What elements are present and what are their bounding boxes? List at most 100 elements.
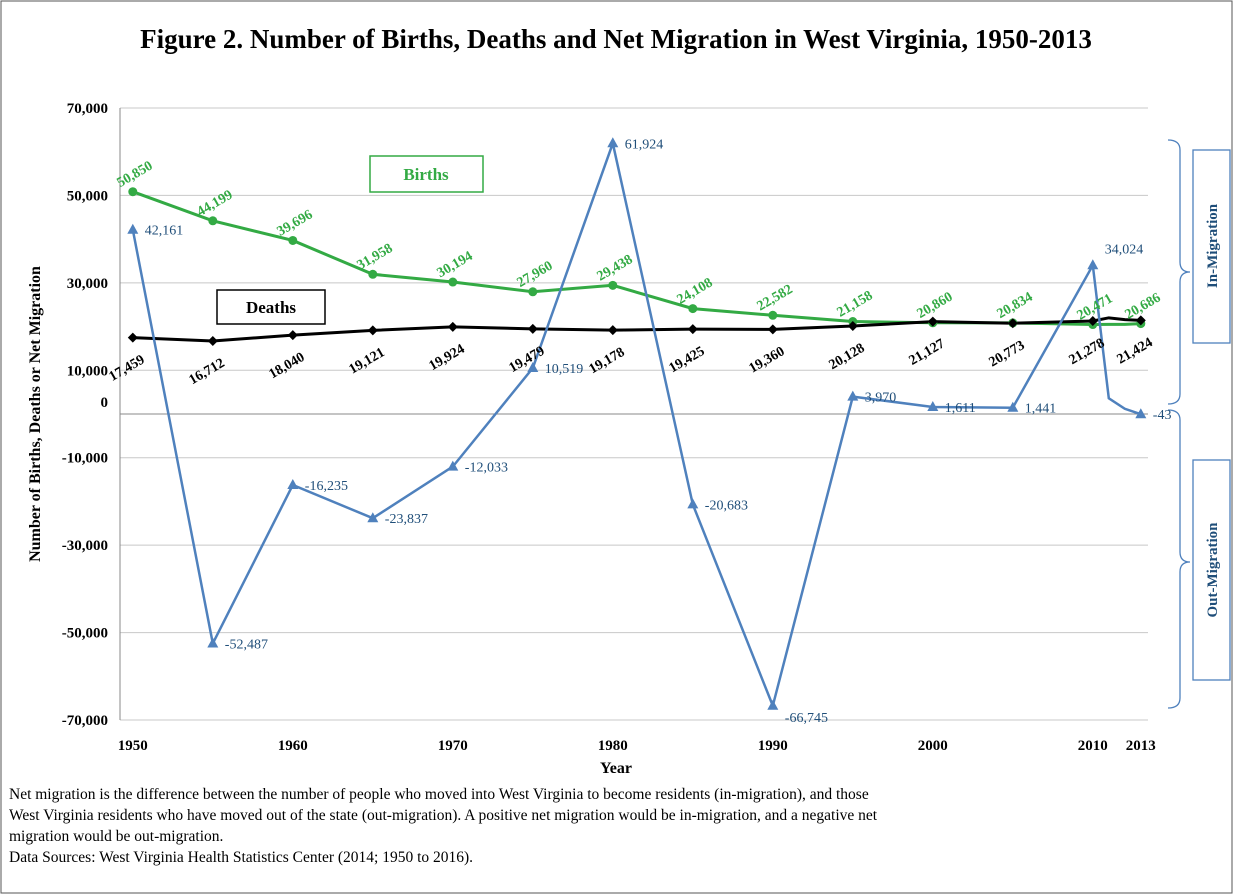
data-label: -66,745	[785, 711, 828, 726]
point	[288, 235, 298, 245]
point	[208, 216, 218, 226]
data-label: 1,611	[945, 401, 976, 416]
point	[927, 316, 938, 327]
x-tick-label: 2000	[918, 738, 948, 754]
data-label: 44,199	[195, 188, 236, 220]
point	[287, 330, 298, 341]
y-tick-label: -70,000	[62, 713, 108, 729]
legend-box	[369, 155, 484, 193]
data-label: 31,958	[355, 241, 396, 273]
data-label: 20,128	[827, 341, 868, 373]
point	[287, 478, 299, 489]
y-tick-label: 30,000	[67, 276, 108, 292]
point	[448, 277, 458, 287]
x-tick-label: 1970	[438, 738, 468, 754]
x-axis-label: Year	[600, 760, 632, 777]
point	[768, 310, 778, 320]
annotation-box	[1192, 459, 1231, 681]
y-tick-label: -10,000	[62, 451, 108, 467]
data-label: -20,683	[705, 498, 748, 513]
data-label: -43	[1153, 408, 1172, 423]
point	[767, 324, 778, 335]
y-tick-label: -30,000	[62, 538, 108, 554]
point	[128, 187, 138, 197]
x-tick-label: 1960	[278, 738, 308, 754]
point	[1007, 401, 1019, 412]
point	[1087, 259, 1099, 270]
footnote: West Virginia residents who have moved o…	[9, 807, 878, 824]
data-label: 17,459	[107, 353, 148, 385]
point	[1087, 315, 1098, 326]
data-label: 20,834	[995, 290, 1036, 322]
x-tick-label: 1980	[598, 738, 628, 754]
data-label: 50,850	[115, 159, 156, 191]
footnote: Net migration is the difference between …	[9, 786, 869, 803]
point	[1007, 318, 1018, 329]
data-label: -12,033	[465, 461, 508, 476]
data-label: 42,161	[145, 224, 184, 239]
data-label: -16,235	[305, 479, 348, 494]
data-label: 20,860	[915, 290, 956, 322]
data-label: 10,519	[545, 362, 584, 377]
data-label: 16,712	[187, 356, 228, 388]
x-tick-label: 1990	[758, 738, 788, 754]
point	[527, 362, 539, 373]
series-line	[131, 138, 1142, 710]
point	[527, 323, 538, 334]
y-tick-label: 0	[101, 395, 109, 411]
data-label: 29,438	[595, 252, 636, 284]
data-label: 19,121	[347, 345, 388, 377]
point	[688, 304, 698, 314]
point	[1135, 315, 1146, 326]
point	[847, 390, 859, 401]
point	[367, 325, 378, 336]
point	[687, 324, 698, 335]
data-label: 3,970	[865, 391, 897, 406]
point	[607, 325, 618, 336]
point	[847, 321, 858, 332]
brace	[1167, 409, 1191, 709]
data-label: 18,040	[267, 350, 308, 382]
chart-title: Figure 2. Number of Births, Deaths and N…	[140, 24, 1092, 54]
point	[607, 137, 619, 148]
annotation: Out-Migration	[1205, 522, 1221, 618]
footnote: migration would be out-migration.	[9, 828, 224, 845]
data-label: 19,425	[667, 344, 708, 376]
series-line	[132, 316, 1141, 343]
data-label: 21,278	[1067, 336, 1108, 368]
point	[447, 460, 459, 471]
x-tick-label: 1950	[118, 738, 148, 754]
point	[127, 332, 138, 343]
data-label: 19,360	[747, 344, 788, 376]
data-label: 21,424	[1115, 335, 1156, 367]
y-tick-label: 70,000	[67, 101, 108, 117]
y-tick-label: 50,000	[67, 188, 108, 204]
data-label: 61,924	[625, 137, 664, 152]
point	[528, 287, 538, 297]
point	[927, 400, 939, 411]
annotation-box	[1192, 149, 1231, 344]
data-label: 19,924	[427, 342, 468, 374]
point	[367, 512, 379, 523]
data-label: 19,178	[587, 345, 628, 377]
data-label: 20,773	[987, 338, 1028, 370]
point	[767, 699, 779, 710]
legend-box	[216, 289, 326, 325]
x-tick-label: 2010	[1078, 738, 1108, 754]
data-label: -23,837	[385, 512, 428, 527]
point	[1135, 408, 1147, 419]
brace	[1167, 139, 1191, 405]
legend-label: Deaths	[246, 298, 296, 317]
data-label: 24,108	[675, 275, 716, 307]
data-label: 21,127	[907, 336, 948, 368]
data-label: 30,194	[435, 249, 476, 281]
legend-label: Births	[403, 165, 449, 184]
point	[368, 269, 378, 279]
x-tick-label: 2013	[1126, 738, 1156, 754]
point	[687, 498, 699, 509]
annotation: In-Migration	[1205, 203, 1221, 288]
data-label: 22,582	[755, 282, 796, 314]
point	[447, 321, 458, 332]
